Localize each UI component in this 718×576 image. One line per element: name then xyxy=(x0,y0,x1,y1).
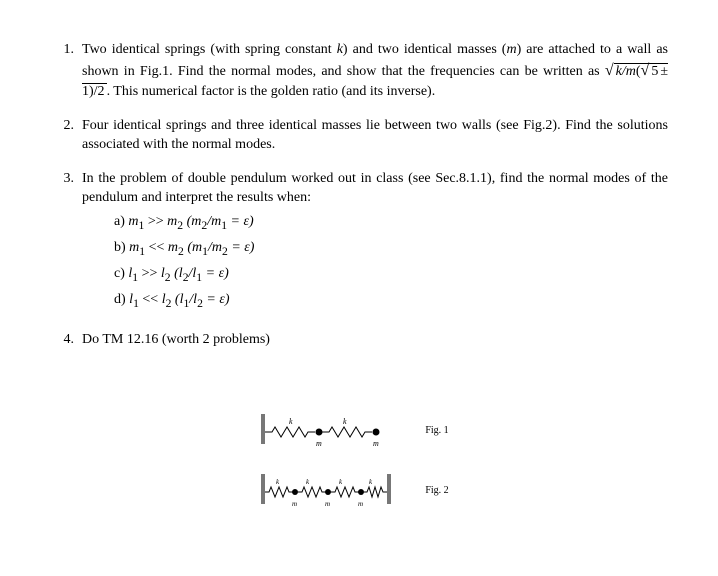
figure-2-row: k m k m k m k Fig. 2 xyxy=(261,470,457,512)
p1-text-d: . This numerical factor is the golden ra… xyxy=(107,84,436,99)
svg-text:m: m xyxy=(292,500,297,508)
p3-d-paren: (l xyxy=(171,292,183,307)
problem-3-content: In the problem of double pendulum worked… xyxy=(82,169,668,317)
problem-3: 3. In the problem of double pendulum wor… xyxy=(50,169,668,317)
p3-b-slash: /m xyxy=(208,240,222,255)
p3-b-eq: = ε) xyxy=(228,240,255,255)
figure-2-diagram: k m k m k m k xyxy=(261,470,391,512)
p3-b-condl: m xyxy=(129,240,139,255)
problem-2: 2. Four identical springs and three iden… xyxy=(50,116,668,155)
p1-m: m xyxy=(506,42,516,57)
spring-mass-walls-icon: k m k m k m k xyxy=(261,470,391,512)
problem-1-number: 1. xyxy=(50,40,82,102)
radical-outer-icon: √ xyxy=(605,62,614,79)
p3-d: d) l1 << l2 (l1/l2 = ε) xyxy=(114,290,668,312)
p3-a-condr: m xyxy=(167,214,177,229)
p3-d-rel: << xyxy=(139,292,162,307)
svg-text:k: k xyxy=(343,417,347,426)
svg-text:m: m xyxy=(325,500,330,508)
p3-c-eq: = ε) xyxy=(202,266,229,281)
p3-c: c) l1 >> l2 (l2/l1 = ε) xyxy=(114,264,668,286)
p3-text: In the problem of double pendulum worked… xyxy=(82,171,668,206)
p3-a-condl: m xyxy=(128,214,138,229)
figure-1-label: Fig. 1 xyxy=(417,424,457,438)
p1-sqrt-inner: 5 xyxy=(649,63,660,79)
problem-4: 4. Do TM 12.16 (worth 2 problems) xyxy=(50,330,668,350)
p3-a-rel: >> xyxy=(144,214,167,229)
p3-a: a) m1 >> m2 (m2/m1 = ε) xyxy=(114,212,668,234)
p1-text-a: Two identical springs (with spring const… xyxy=(82,42,337,57)
p3-b-rel: << xyxy=(145,240,168,255)
svg-text:m: m xyxy=(316,439,322,448)
p3-a-slash: /m xyxy=(207,214,221,229)
p1-text-b: ) and two identical masses ( xyxy=(343,42,507,57)
p3-d-label: d) xyxy=(114,292,129,307)
p3-subitems: a) m1 >> m2 (m2/m1 = ε) b) m1 << m2 (m1/… xyxy=(114,212,668,313)
problem-3-number: 3. xyxy=(50,169,82,317)
p3-c-rel: >> xyxy=(138,266,161,281)
svg-text:m: m xyxy=(373,439,379,448)
figures-area: k m k m Fig. 1 k m k m xyxy=(50,410,668,530)
problem-2-number: 2. xyxy=(50,116,82,155)
p3-a-label: a) xyxy=(114,214,128,229)
problem-2-content: Four identical springs and three identic… xyxy=(82,116,668,155)
spring-mass-icon: k m k m xyxy=(261,410,391,452)
svg-text:k: k xyxy=(369,478,373,486)
p1-sqrt-pre: k/m xyxy=(616,64,636,79)
p3-c-label: c) xyxy=(114,266,128,281)
problem-1-content: Two identical springs (with spring const… xyxy=(82,40,668,102)
figure-1-row: k m k m Fig. 1 xyxy=(261,410,457,452)
svg-text:k: k xyxy=(276,478,280,486)
p3-d-slash: /l xyxy=(189,292,197,307)
figure-2-label: Fig. 2 xyxy=(417,484,457,498)
svg-text:k: k xyxy=(289,417,293,426)
p3-b-condr: m xyxy=(168,240,178,255)
figure-1-diagram: k m k m xyxy=(261,410,391,452)
problem-4-number: 4. xyxy=(50,330,82,350)
problem-4-content: Do TM 12.16 (worth 2 problems) xyxy=(82,330,668,350)
problem-1: 1. Two identical springs (with spring co… xyxy=(50,40,668,102)
radical-inner-icon: √ xyxy=(641,62,650,79)
svg-text:k: k xyxy=(306,478,310,486)
p3-a-paren: (m xyxy=(183,214,201,229)
p3-b-paren: (m xyxy=(184,240,202,255)
p3-d-eq: = ε) xyxy=(203,292,230,307)
p3-b: b) m1 << m2 (m1/m2 = ε) xyxy=(114,238,668,260)
p3-c-paren: (l xyxy=(171,266,183,281)
p3-b-label: b) xyxy=(114,240,129,255)
svg-text:m: m xyxy=(358,500,363,508)
p3-a-eq: = ε) xyxy=(227,214,254,229)
svg-text:k: k xyxy=(339,478,343,486)
